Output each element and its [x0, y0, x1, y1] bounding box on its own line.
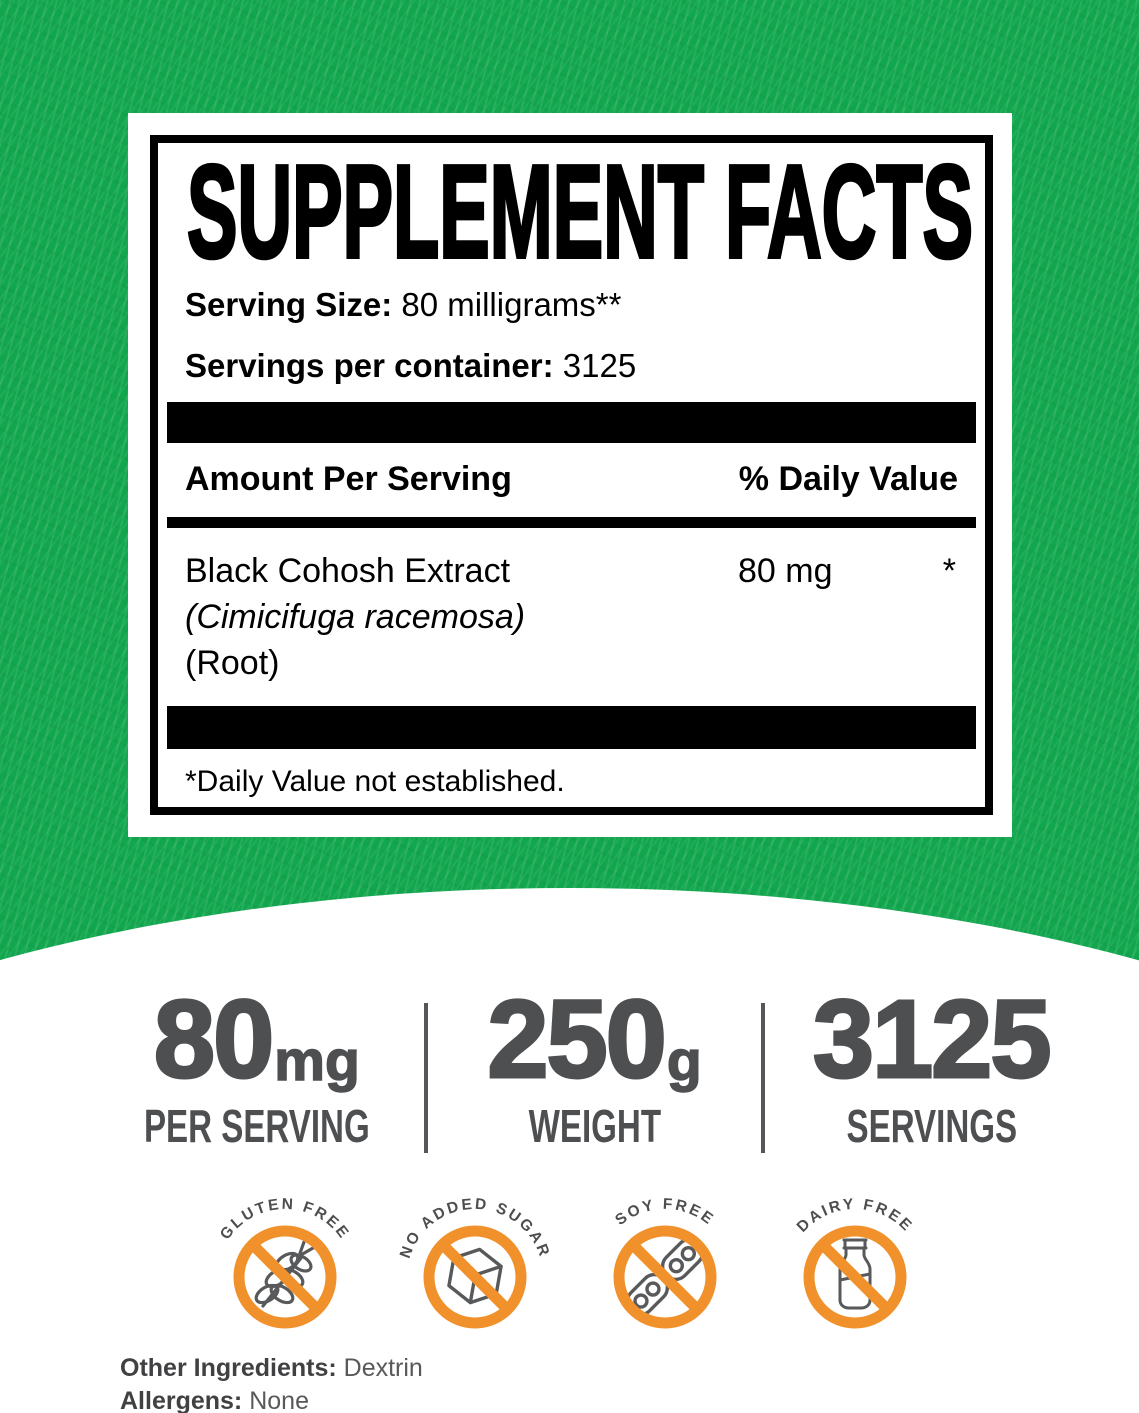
stat-value: 250: [486, 978, 669, 1101]
serving-size-line: Serving Size: 80 milligrams**: [185, 285, 958, 325]
stat-weight: 250 g WEIGHT: [428, 978, 762, 1153]
dairy-free-badge: DAIRY FREE: [793, 1196, 913, 1329]
stat-value: 80: [152, 978, 275, 1101]
badge-label: SOY FREE: [612, 1196, 715, 1229]
svg-text:SOY FREE: SOY FREE: [612, 1196, 718, 1229]
prohibited-circle: [613, 1225, 716, 1329]
facts-content: SUPPLEMENT FACTS Serving Size: 80 millig…: [158, 159, 985, 802]
page-title: SUPPLEMENT FACTS: [187, 159, 973, 263]
no-added-sugar-badge: NO ADDED SUGAR: [396, 1196, 550, 1329]
daily-value-footnote: *Daily Value not established.: [185, 765, 565, 798]
servings-per-container-line: Servings per container: 3125: [185, 346, 958, 386]
prohibited-circle: [803, 1225, 906, 1329]
wheat-icon: [254, 1240, 315, 1308]
servings-per-container-label: Servings per container:: [185, 347, 554, 384]
table-header-row: Amount Per Serving % Daily Value: [185, 458, 958, 500]
amount-per-serving-header: Amount Per Serving: [185, 460, 512, 498]
stat-servings: 3125 SERVINGS: [765, 978, 1099, 1153]
footer-ingredients-block: Other Ingredients: Dextrin Allergens: No…: [120, 1352, 423, 1413]
stats-row: 80 mg PER SERVING 250 g WEIGHT 3125 SERV…: [0, 978, 1139, 1153]
ingredient-row: Black Cohosh Extract (Cimicifuga racemos…: [185, 548, 958, 686]
prohibited-circle: [233, 1225, 336, 1329]
daily-value-header: % Daily Value: [738, 460, 958, 498]
free-from-badges: GLUTEN FREE NO ADDED SUGAR: [205, 1162, 935, 1340]
stat-value: 3125: [811, 978, 1053, 1101]
ingredient-amount: 80 mg: [738, 552, 833, 590]
stat-label: SERVINGS: [846, 1100, 1018, 1153]
ingredient-latin-name: (Cimicifuga racemosa): [185, 598, 526, 636]
stat-per-serving: 80 mg PER SERVING: [90, 978, 424, 1153]
stat-number-row: 250 g: [428, 978, 762, 1101]
ingredient-name: Black Cohosh Extract: [185, 552, 511, 590]
stat-label: WEIGHT: [528, 1100, 661, 1153]
stat-label: PER SERVING: [143, 1100, 370, 1153]
facts-box-border: SUPPLEMENT FACTS Serving Size: 80 millig…: [150, 135, 993, 815]
separator-bar-top: [167, 402, 976, 443]
ingredient-dv-asterisk: *: [942, 552, 956, 590]
stat-number-row: 3125: [765, 978, 1099, 1101]
serving-size-label: Serving Size:: [185, 286, 393, 323]
prohibited-circle: [423, 1225, 526, 1329]
other-ingredients-value: Dextrin: [343, 1354, 423, 1382]
stat-number-row: 80 mg: [90, 978, 424, 1101]
soy-free-badge: SOY FREE: [612, 1196, 718, 1329]
serving-size-value: 80 milligrams**: [401, 286, 622, 323]
other-ingredients-label: Other Ingredients:: [120, 1354, 337, 1382]
white-curve: [0, 888, 1139, 1413]
stat-unit: g: [666, 1029, 702, 1094]
header-rule: [167, 517, 976, 528]
facts-title-graphic: SUPPLEMENT FACTS: [185, 159, 975, 263]
separator-bar-bottom: [167, 706, 976, 749]
stat-divider: [761, 1003, 766, 1153]
allergens-line: Allergens: None: [120, 1385, 423, 1413]
stat-divider: [423, 1003, 428, 1153]
allergens-label: Allergens:: [120, 1387, 243, 1413]
ingredient-plant-part: (Root): [185, 644, 280, 682]
stat-unit: mg: [274, 1029, 361, 1094]
servings-per-container-value: 3125: [562, 347, 637, 384]
other-ingredients-line: Other Ingredients: Dextrin: [120, 1352, 423, 1385]
allergens-value: None: [249, 1387, 309, 1413]
gluten-free-badge: GLUTEN FREE: [216, 1196, 350, 1329]
facts-panel: SUPPLEMENT FACTS Serving Size: 80 millig…: [128, 113, 1012, 837]
